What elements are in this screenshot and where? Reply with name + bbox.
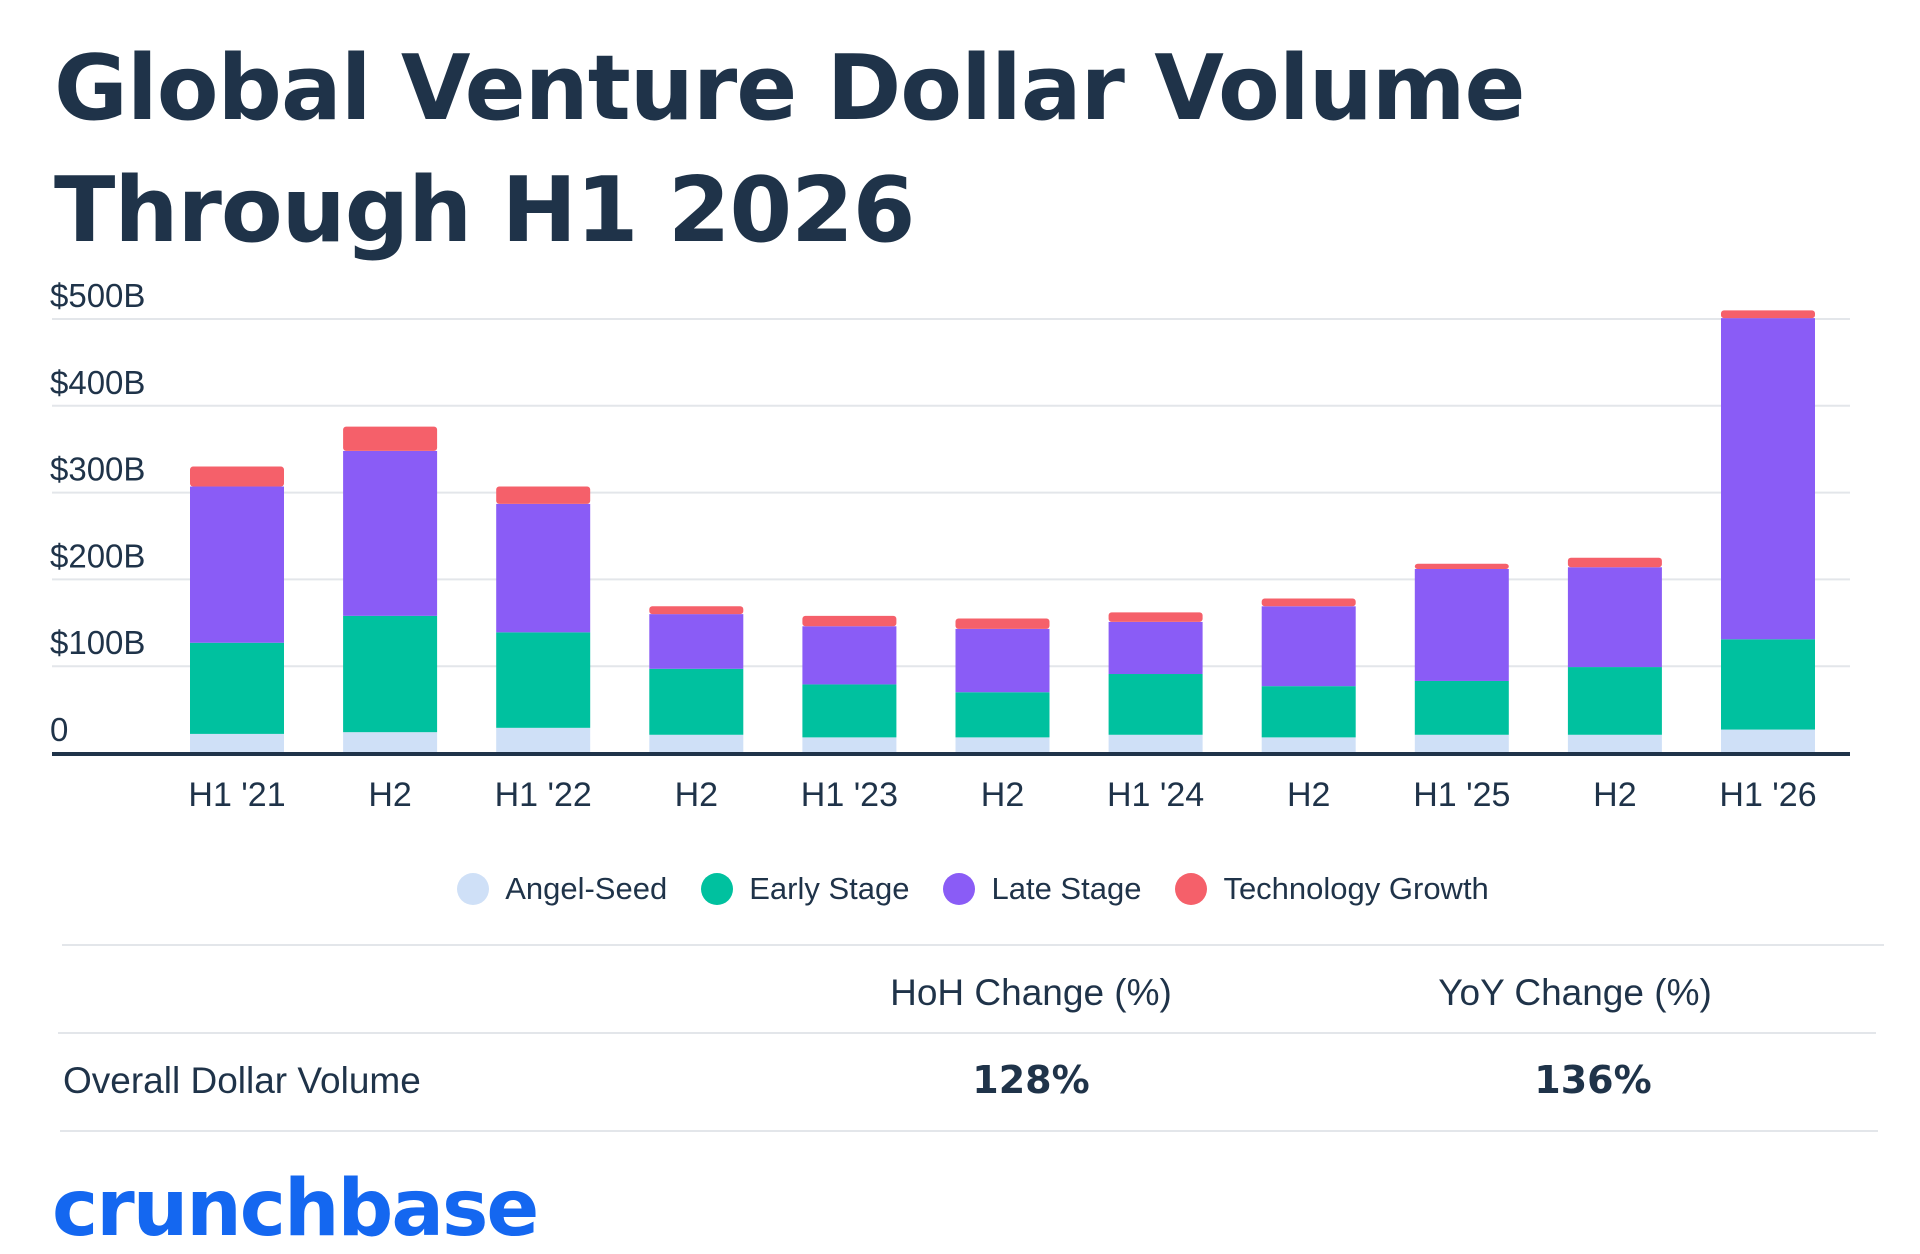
y-tick-label: $100B bbox=[50, 624, 145, 661]
legend-item-technology-growth: Technology Growth bbox=[1175, 871, 1489, 907]
bar-segment-technology-growth bbox=[1414, 563, 1509, 569]
row-label-overall-dollar-volume: Overall Dollar Volume bbox=[63, 1060, 421, 1101]
bar-segment-early-stage bbox=[802, 684, 897, 738]
bar-segment-early-stage bbox=[496, 632, 591, 728]
column-header-yoy: YoY Change (%) bbox=[1438, 972, 1712, 1013]
table-divider-top bbox=[62, 944, 1884, 946]
legend-label: Technology Growth bbox=[1223, 871, 1489, 906]
bar-segment-angel-seed bbox=[802, 737, 897, 753]
bar-segment-early-stage bbox=[1414, 680, 1509, 735]
y-tick-label: $500B bbox=[50, 277, 145, 314]
bar-segment-technology-growth bbox=[496, 486, 591, 504]
y-tick-label: 0 bbox=[50, 711, 68, 748]
bar-segment-late-stage bbox=[343, 450, 438, 616]
bar-segment-late-stage bbox=[802, 626, 897, 685]
legend-swatch-angel-seed bbox=[457, 873, 490, 905]
bar-segment-early-stage bbox=[1721, 639, 1815, 730]
bar-segment-late-stage bbox=[1414, 568, 1509, 681]
bar-segment-late-stage bbox=[955, 628, 1050, 693]
bar-segment-late-stage bbox=[1721, 318, 1815, 640]
x-tick-label: H1 '26 bbox=[1719, 776, 1816, 814]
bar-segment-technology-growth bbox=[1721, 310, 1815, 319]
bar-segment-early-stage bbox=[1567, 667, 1662, 735]
bar-segment-angel-seed bbox=[1567, 734, 1662, 753]
legend-label: Angel-Seed bbox=[505, 871, 668, 906]
bar-segment-early-stage bbox=[955, 692, 1050, 738]
x-tick-label: H2 bbox=[675, 776, 718, 814]
bar-segment-technology-growth bbox=[649, 606, 744, 615]
x-tick-label: H2 bbox=[1287, 776, 1330, 814]
legend-label: Late Stage bbox=[991, 871, 1142, 906]
y-tick-label: $200B bbox=[50, 537, 145, 574]
legend: Angel-Seed Early Stage Late Stage Techno… bbox=[0, 864, 1920, 914]
bar-segment-angel-seed bbox=[1414, 734, 1509, 753]
legend-item-angel-seed: Angel-Seed bbox=[457, 871, 667, 907]
bar-segment-angel-seed bbox=[955, 737, 1050, 753]
x-axis-ticks: H1 '21 H2 H1 '22 H2 H1 '23 H2 H1 '24 H2 H1 '25 H2… bbox=[188, 776, 1816, 814]
bar-segment-early-stage bbox=[343, 615, 438, 733]
x-tick-label: H1 '24 bbox=[1107, 776, 1204, 814]
bar-segment-late-stage bbox=[1261, 606, 1356, 687]
hoh-change-value: 128% bbox=[972, 1058, 1090, 1102]
bar-segment-technology-growth bbox=[1567, 557, 1662, 568]
y-tick-label: $300B bbox=[50, 451, 145, 488]
bar-segment-angel-seed bbox=[1261, 737, 1356, 753]
legend-swatch-technology-growth bbox=[1175, 873, 1208, 905]
bar-segment-late-stage bbox=[1108, 621, 1203, 675]
legend-item-late-stage: Late Stage bbox=[943, 871, 1141, 907]
bar-segment-angel-seed bbox=[190, 733, 284, 753]
x-tick-label: H1 '25 bbox=[1413, 776, 1510, 814]
bar-segment-angel-seed bbox=[1721, 729, 1815, 753]
y-tick-label: $400B bbox=[50, 364, 145, 401]
legend-swatch-late-stage bbox=[943, 873, 976, 905]
bar-segment-technology-growth bbox=[343, 426, 438, 451]
bar-segment-technology-growth bbox=[1261, 598, 1356, 607]
x-tick-label: H1 '21 bbox=[188, 776, 285, 814]
legend-swatch-early-stage bbox=[701, 873, 734, 905]
stacked-bar-chart: 0$100B$200B$300B$400B$500B H1 '21 H2 H1 '2… bbox=[50, 277, 1850, 814]
bar-segment-early-stage bbox=[1108, 674, 1203, 735]
x-tick-label: H2 bbox=[1593, 776, 1636, 814]
bars bbox=[190, 310, 1815, 753]
table-divider-middle bbox=[58, 1032, 1876, 1034]
crunchbase-logo: crunchbase bbox=[52, 1164, 539, 1254]
x-tick-label: H2 bbox=[981, 776, 1024, 814]
bar-segment-technology-growth bbox=[802, 615, 897, 627]
bar-segment-technology-growth bbox=[955, 618, 1050, 629]
bar-segment-late-stage bbox=[649, 614, 744, 669]
table-divider-bottom bbox=[60, 1130, 1878, 1132]
bar-segment-late-stage bbox=[1567, 567, 1662, 668]
legend-label: Early Stage bbox=[749, 871, 910, 906]
chart-title: Global Venture Dollar Volume Through H1 … bbox=[54, 36, 1526, 263]
bar-segment-technology-growth bbox=[1108, 612, 1203, 622]
bar-segment-early-stage bbox=[190, 642, 284, 734]
bar-segment-angel-seed bbox=[649, 734, 744, 753]
y-axis-ticks: 0 $100B $200B $300B $400B $500B bbox=[50, 277, 145, 748]
x-tick-label: H1 '22 bbox=[495, 776, 592, 814]
bar-segment-technology-growth bbox=[190, 466, 284, 487]
bar-segment-early-stage bbox=[649, 668, 744, 735]
legend-item-early-stage: Early Stage bbox=[701, 871, 909, 907]
x-tick-label: H1 '23 bbox=[801, 776, 898, 814]
column-header-hoh: HoH Change (%) bbox=[890, 972, 1172, 1013]
bar-segment-angel-seed bbox=[496, 727, 591, 753]
x-tick-label: H2 bbox=[368, 776, 411, 814]
bar-segment-early-stage bbox=[1261, 686, 1356, 738]
yoy-change-value: 136% bbox=[1534, 1058, 1652, 1102]
bar-segment-angel-seed bbox=[1108, 734, 1203, 753]
bar-segment-angel-seed bbox=[343, 732, 438, 753]
bar-segment-late-stage bbox=[190, 486, 284, 643]
bar-segment-late-stage bbox=[496, 503, 591, 633]
